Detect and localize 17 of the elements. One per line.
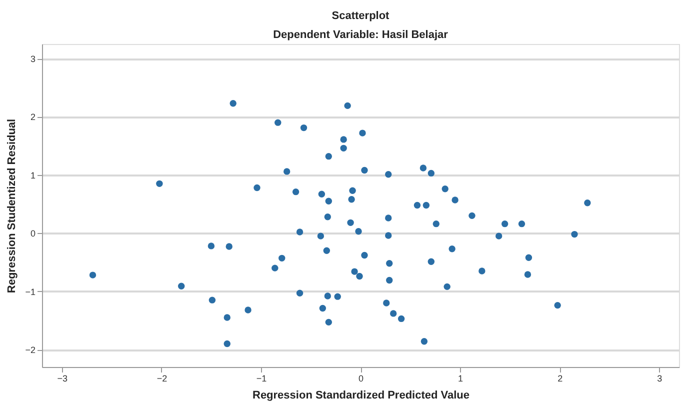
x-tick-label: 3 (657, 374, 662, 384)
y-tick-label: 1 (30, 170, 36, 180)
x-axis-title: Regression Standardized Predicted Value (252, 390, 470, 402)
y-axis-title: Regression Studentized Residual (6, 118, 18, 294)
x-tick-label: 1 (458, 374, 464, 384)
y-tick-label: 3 (30, 54, 36, 64)
y-tick-label: −1 (25, 286, 36, 297)
x-tick-label: −1 (256, 374, 267, 384)
x-tick-label: 0 (358, 374, 364, 384)
chart-title: Scatterplot (332, 10, 390, 22)
x-tick-label: −2 (156, 374, 168, 384)
y-tick-label: −2 (25, 345, 36, 356)
x-tick-label: −3 (57, 374, 68, 384)
chart-subtitle: Dependent Variable: Hasil Belajar (273, 29, 449, 41)
x-tick-label: 2 (558, 374, 563, 384)
y-tick-label: 2 (30, 112, 36, 122)
y-tick-label: 0 (30, 228, 36, 239)
